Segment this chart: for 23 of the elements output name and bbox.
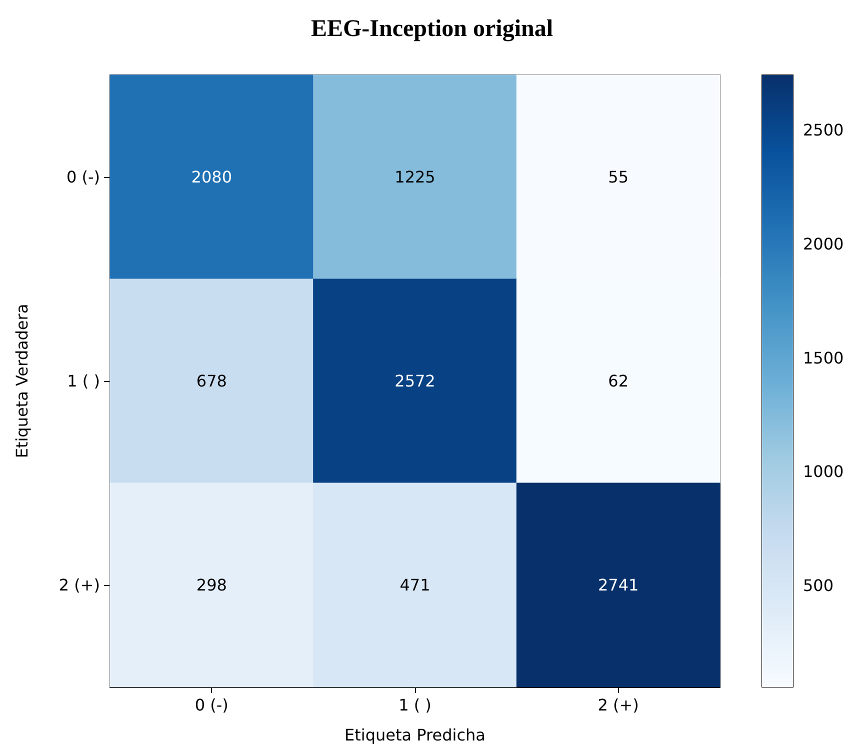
data-label: 298 [196,576,227,594]
y-axis-title: Etiqueta Verdadera [12,304,32,458]
data-label: 55 [608,168,629,186]
x-tick-label: 1 ( ) [398,696,432,714]
x-tick-label: 0 (-) [194,696,228,714]
y-tick-label: 0 (-) [66,168,100,186]
data-label: 62 [608,372,629,390]
data-label: 471 [400,576,430,594]
color-bar-label: 1000 [803,462,844,482]
color-bar-label: 2500 [803,120,844,140]
data-label: 2080 [191,168,232,186]
data-label: 2741 [598,576,639,594]
y-tick-label: 2 (+) [58,576,100,594]
data-label: 678 [196,372,227,390]
color-bar-label: 500 [803,576,834,596]
color-bar-label: 2000 [803,234,844,254]
data-label: 1225 [394,168,436,186]
y-tick-label: 1 ( ) [67,372,100,390]
data-label: 2572 [394,372,436,390]
x-axis-title: Etiqueta Predicha [344,726,486,744]
x-tick-label: 2 (+) [598,696,639,714]
chart-title: EEG-Inception original [310,16,554,42]
color-bar-label: 1500 [803,348,844,368]
